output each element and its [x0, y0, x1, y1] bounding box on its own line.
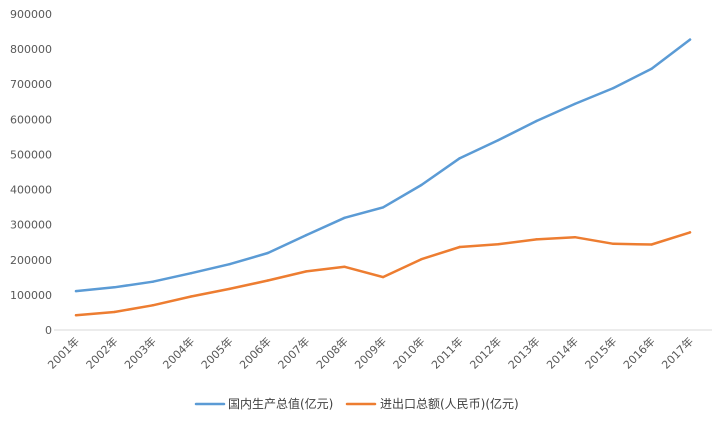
series-line-2: [74, 231, 692, 317]
x-tick-label: 2002年: [83, 334, 120, 371]
x-tick-label: 2013年: [505, 334, 542, 371]
x-tick-label: 2010年: [390, 334, 427, 371]
data-point: [573, 102, 577, 106]
x-tick-label: 2003年: [121, 334, 158, 371]
data-point: [228, 263, 231, 266]
x-tick-label: 2009年: [352, 334, 389, 371]
data-point: [305, 270, 308, 273]
legend: 国内生产总值(亿元) 进出口总额(人民币)(亿元): [194, 396, 519, 411]
y-tick-label: 300000: [10, 219, 52, 232]
data-point: [305, 233, 308, 237]
data-point: [113, 310, 116, 314]
data-point: [343, 265, 346, 269]
data-point: [688, 38, 692, 41]
data-point: [151, 304, 154, 307]
y-tick-label: 700000: [10, 78, 52, 91]
x-tick-label: 2006年: [237, 334, 274, 371]
legend-label: 进出口总额(人民币)(亿元): [380, 396, 519, 411]
data-point: [266, 251, 270, 255]
y-tick-label: 500000: [10, 148, 52, 161]
data-point: [650, 243, 653, 246]
data-point: [343, 216, 346, 220]
x-tick-label: 2011年: [428, 334, 465, 371]
x-tick-label: 2001年: [45, 334, 82, 371]
data-point: [496, 243, 500, 246]
data-point: [535, 119, 538, 123]
data-point: [535, 238, 538, 241]
y-axis: 0 100000 200000 300000 400000 500000 600000 700…: [10, 8, 52, 337]
x-tick-label: 2012年: [467, 334, 504, 371]
y-tick-label: 800000: [10, 43, 52, 56]
data-point: [612, 242, 615, 246]
data-point: [151, 280, 154, 283]
y-tick-label: 900000: [10, 8, 52, 21]
y-tick-label: 400000: [10, 184, 52, 197]
data-point: [381, 206, 385, 209]
data-point: [612, 86, 615, 90]
x-tick-label: 2015年: [582, 334, 619, 371]
legend-label: 国内生产总值(亿元): [228, 396, 333, 411]
data-point: [266, 279, 270, 282]
data-point: [189, 295, 193, 298]
x-tick-label: 2016年: [620, 334, 657, 371]
data-point: [74, 289, 78, 293]
data-point: [496, 139, 500, 142]
x-tick-label: 2008年: [313, 334, 350, 371]
data-point: [420, 183, 423, 187]
x-axis: 2001年 2002年 2003年 2004年 2005年 2006年 2007年 2008年…: [45, 329, 712, 372]
data-point: [74, 313, 78, 317]
data-point: [420, 257, 423, 261]
data-point: [189, 271, 193, 275]
y-tick-label: 600000: [10, 113, 52, 126]
y-tick-label: 200000: [10, 254, 52, 267]
data-point: [688, 231, 692, 234]
data-point: [458, 157, 461, 160]
y-tick-label: 100000: [10, 289, 52, 302]
data-point: [113, 286, 116, 289]
series-group: [74, 38, 692, 317]
x-tick-label: 2017年: [659, 334, 696, 371]
x-tick-label: 2007年: [275, 334, 312, 371]
series-line-1: [74, 38, 692, 293]
x-tick-label: 2005年: [198, 334, 235, 371]
x-tick-label: 2004年: [160, 334, 197, 371]
data-point: [650, 67, 653, 70]
data-point: [573, 236, 577, 239]
x-tick-label: 2014年: [544, 334, 581, 371]
data-point: [458, 245, 461, 249]
data-point: [228, 287, 231, 291]
y-tick-label: 0: [45, 324, 52, 337]
data-point: [381, 275, 385, 279]
